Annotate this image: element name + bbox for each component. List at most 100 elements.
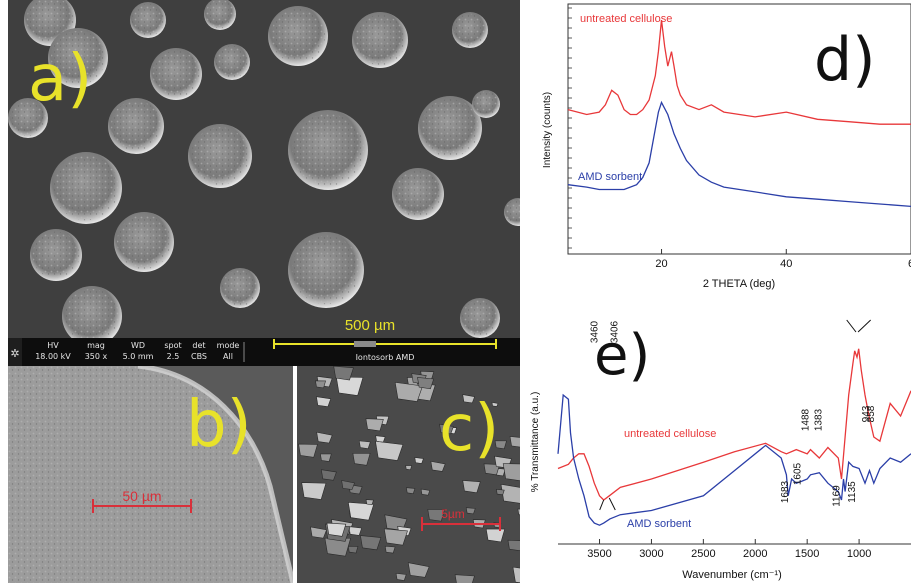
- sem-databar-lines: ✲: [8, 338, 497, 366]
- sem-bead: [288, 232, 364, 308]
- sem-bead: [8, 98, 48, 138]
- sem-flake: [348, 526, 363, 536]
- sem-flake: [414, 457, 424, 464]
- x-tick-label: 3500: [587, 548, 611, 560]
- databar-mag-header: mag: [87, 341, 105, 350]
- sem-bead: [214, 44, 250, 80]
- sem-flake: [502, 463, 520, 481]
- ftir-arrow: [599, 499, 605, 511]
- sem-flake: [500, 483, 520, 504]
- sem-databar: ✲ HV 18.00 kV mag 350 x WD 5.0 mm spot 2…: [8, 338, 520, 366]
- sem-flake: [352, 452, 371, 466]
- scale-bar-label-c: 5µm: [441, 507, 465, 521]
- ftir-peak-label: 1169: [832, 485, 843, 507]
- sem-flake: [360, 535, 382, 551]
- sem-flake: [365, 418, 384, 432]
- fei-logo-icon: ✲: [10, 348, 19, 360]
- ftir-arrow: [857, 319, 872, 333]
- sem-flake: [384, 545, 396, 554]
- x-tick-label: 1500: [795, 548, 819, 560]
- sem-flake: [483, 463, 501, 476]
- databar-sample-name: Iontosorb AMD: [355, 353, 415, 362]
- sem-flake: [316, 396, 332, 408]
- sem-flakes: [298, 366, 520, 583]
- scale-bar-label-a: 500 µm: [345, 317, 395, 334]
- sem-bead: [288, 110, 368, 190]
- sem-flake: [512, 566, 520, 583]
- sem-bead: [220, 268, 260, 308]
- ftir-legend-amd: AMD sorbent: [627, 518, 691, 530]
- x-tick-label: 2500: [691, 548, 715, 560]
- sem-bead: [150, 48, 202, 100]
- sem-flake: [494, 440, 507, 450]
- sem-flake: [427, 509, 445, 522]
- ftir-arrow: [846, 319, 857, 333]
- sem-bead: [352, 12, 408, 68]
- sem-flake: [517, 508, 520, 516]
- ftir-peak-label: 1605: [792, 462, 803, 485]
- sem-panel-a: a) 500 µm: [8, 0, 520, 338]
- sem-bead: [114, 212, 174, 272]
- ftir-peak-label: 858: [866, 405, 877, 422]
- sem-flake: [326, 522, 347, 537]
- xrd-plot-frame: [567, 3, 911, 255]
- xrd-ticks: 20 40 6: [568, 7, 911, 270]
- ftir-x-axis-label: Wavenumber (cm⁻¹): [682, 569, 782, 581]
- sem-flake: [507, 539, 520, 552]
- x-tick-label: 6: [908, 258, 911, 270]
- ftir-ticks: 3500 3000 2500 2000 1500 1000: [587, 539, 871, 560]
- databar-spot-header: spot: [164, 341, 182, 350]
- databar-mode-header: mode: [216, 341, 240, 350]
- sem-flake: [406, 487, 416, 495]
- databar-wd: WD 5.0 mm: [116, 340, 160, 362]
- x-tick-label: 20: [655, 258, 667, 270]
- sem-bead: [204, 0, 236, 30]
- sem-bead: [62, 286, 122, 338]
- sem-flake: [315, 380, 326, 389]
- sem-flake: [417, 377, 435, 390]
- sem-flake: [383, 528, 408, 546]
- ftir-series-untreated-cellulose: [557, 348, 911, 501]
- sem-flake: [462, 394, 476, 404]
- sem-flake: [358, 440, 371, 449]
- sem-flake: [394, 382, 423, 402]
- sem-flake: [465, 507, 476, 515]
- xrd-legend-untreated: untreated cellulose: [580, 13, 672, 25]
- sem-bead: [268, 6, 328, 66]
- sem-flake: [320, 453, 332, 462]
- ftir-y-axis-label: % Transmittance (a.u.): [530, 392, 541, 493]
- sem-panel-b: b) 50 µm: [8, 366, 293, 583]
- databar-hv-header: HV: [47, 341, 59, 350]
- sem-bead: [48, 28, 108, 88]
- databar-wd-value: 5.0 mm: [122, 352, 154, 361]
- sem-flake: [454, 574, 475, 583]
- sem-flake: [316, 431, 333, 444]
- sem-flake: [335, 376, 364, 396]
- sem-flake: [485, 528, 506, 543]
- sem-flake: [462, 480, 481, 494]
- sem-image-surface-detail: c) 5µm: [297, 366, 520, 583]
- ftir-peak-label: 3460: [590, 320, 601, 343]
- ftir-peak-label: 3406: [609, 320, 620, 343]
- sem-bead: [188, 124, 252, 188]
- panel-label-c: c): [439, 392, 499, 466]
- databar-det: det CBS: [186, 340, 212, 362]
- xrd-chart-panel-d: 20 40 6 untreated cellulose AMD sorbent d)…: [528, 0, 911, 292]
- databar-det-value: CBS: [190, 352, 207, 361]
- sem-beads: [8, 0, 520, 338]
- sem-flake: [333, 366, 354, 381]
- databar-spot: spot 2.5: [162, 340, 184, 362]
- databar-mag-value: 350 x: [84, 352, 108, 361]
- sem-flake: [347, 501, 375, 521]
- databar-mode: mode All: [214, 340, 242, 362]
- sem-bead: [504, 198, 520, 226]
- sem-flake: [310, 526, 327, 539]
- databar-wd-header: WD: [130, 341, 146, 350]
- sem-bead: [392, 168, 444, 220]
- sem-flake: [439, 423, 454, 435]
- sem-flake: [365, 499, 374, 506]
- sem-bead: [452, 12, 488, 48]
- sem-flake: [496, 489, 505, 496]
- ftir-arrow: [608, 497, 616, 511]
